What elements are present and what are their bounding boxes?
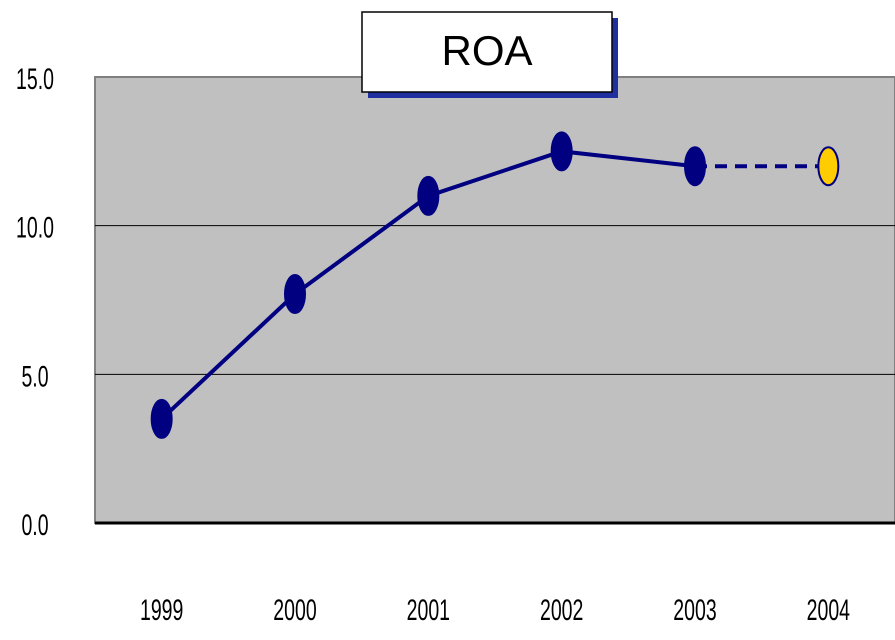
plot-area [94, 76, 895, 524]
x-tick-label: 1999 [140, 594, 183, 627]
marker [150, 398, 173, 439]
y-tick-label: 0.0 [21, 509, 48, 542]
x-tick-label: 2000 [273, 594, 316, 627]
x-tick-label: 2001 [407, 594, 450, 627]
x-tick-label: 2004 [807, 594, 850, 627]
marker [817, 146, 840, 187]
chart-title: ROA [441, 27, 532, 74]
title-box [361, 11, 613, 93]
y-tick-label: 10.0 [16, 212, 54, 245]
marks [95, 131, 895, 525]
y-tick-label: 5.0 [21, 360, 48, 393]
marker [684, 146, 706, 187]
marker [417, 175, 440, 216]
y-tick-label: 15.0 [16, 63, 54, 96]
marker [550, 131, 573, 172]
x-tick-label: 2002 [540, 594, 583, 627]
x-tick-label: 2003 [673, 594, 716, 627]
marker [284, 274, 306, 315]
